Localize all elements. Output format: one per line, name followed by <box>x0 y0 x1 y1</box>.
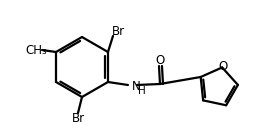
Text: Br: Br <box>71 111 85 125</box>
Text: O: O <box>155 54 165 66</box>
Text: Br: Br <box>111 24 125 38</box>
Text: H: H <box>138 86 146 96</box>
Text: CH₃: CH₃ <box>25 44 47 56</box>
Text: N: N <box>132 80 141 92</box>
Text: O: O <box>219 60 228 73</box>
